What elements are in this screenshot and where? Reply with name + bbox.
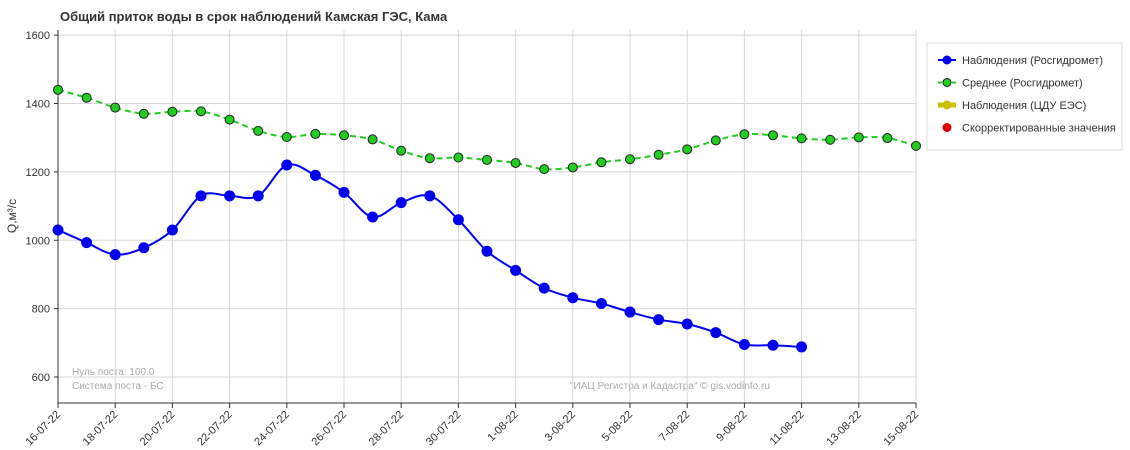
data-point <box>911 140 921 151</box>
data-point <box>195 190 207 202</box>
annotation: Система поста - БС <box>72 381 164 392</box>
data-point <box>109 249 121 261</box>
x-tick-label: 13-08-22 <box>824 409 864 449</box>
data-point <box>882 133 893 144</box>
y-tick-label: 1400 <box>26 99 50 111</box>
data-point <box>81 92 92 103</box>
y-tick-label: 1600 <box>26 30 50 42</box>
data-point <box>853 132 864 143</box>
data-point <box>253 125 264 136</box>
data-point <box>224 114 235 125</box>
data-point <box>310 128 321 139</box>
legend-label: Скорректированные значения <box>962 123 1116 135</box>
x-tick-label: 20-07-22 <box>138 409 178 449</box>
x-tick-label: 9-08-22 <box>714 409 749 444</box>
data-point <box>281 132 292 143</box>
x-tick-label: 18-07-22 <box>81 409 121 449</box>
annotation: Нуль поста: 100.0 <box>72 367 155 378</box>
data-point <box>653 149 664 160</box>
data-point <box>452 214 464 226</box>
data-point <box>367 134 378 145</box>
data-point <box>339 130 349 141</box>
data-point <box>567 292 579 304</box>
x-tick-label: 26-07-22 <box>309 409 349 449</box>
x-tick-label: 22-07-22 <box>195 409 235 449</box>
y-axis-label: Q,м³/с <box>5 199 19 233</box>
data-point <box>166 224 178 236</box>
x-tick-label: 11-08-22 <box>768 409 807 448</box>
data-point <box>52 224 64 236</box>
data-point <box>367 211 379 223</box>
data-point <box>682 144 693 155</box>
data-point <box>825 134 836 145</box>
data-point <box>395 197 407 209</box>
data-point <box>138 242 150 254</box>
data-point <box>53 84 63 95</box>
data-point <box>768 130 778 141</box>
x-tick-label: 24-07-22 <box>252 409 292 449</box>
legend-label: Среднее (Росгидромет) <box>962 78 1083 90</box>
data-point <box>309 169 321 181</box>
x-tick-label: 30-07-22 <box>424 409 464 449</box>
x-tick-label: 7-08-22 <box>657 409 692 444</box>
x-tick-label: 3-08-22 <box>543 409 578 444</box>
data-point <box>424 153 435 164</box>
data-point <box>338 186 350 198</box>
data-point <box>510 264 522 276</box>
data-point <box>796 133 807 144</box>
x-tick-label: 15-08-22 <box>881 409 921 449</box>
data-point <box>767 339 779 351</box>
data-point <box>738 339 750 351</box>
y-tick-label: 600 <box>32 372 50 384</box>
data-point <box>167 106 178 117</box>
data-point <box>396 145 407 156</box>
legend-marker <box>942 55 952 65</box>
data-point <box>625 154 635 165</box>
data-point <box>624 306 636 318</box>
data-point <box>596 157 607 168</box>
data-point <box>681 318 693 330</box>
data-point <box>196 106 206 117</box>
data-point <box>281 159 293 171</box>
data-point <box>739 129 750 140</box>
x-tick-label: 5-08-22 <box>600 409 635 444</box>
y-tick-label: 1200 <box>26 167 50 179</box>
data-point <box>453 152 464 163</box>
data-point <box>138 108 149 119</box>
data-point <box>710 135 721 146</box>
legend-marker <box>942 78 952 87</box>
data-point <box>481 245 493 257</box>
data-point <box>482 154 492 165</box>
chart-title: Общий приток воды в срок наблюдений Камс… <box>60 9 448 24</box>
legend-marker <box>942 123 952 132</box>
data-point <box>653 314 665 326</box>
data-point <box>710 327 722 339</box>
data-point <box>224 190 236 202</box>
data-point <box>538 282 550 294</box>
legend-box <box>926 42 1123 151</box>
data-point <box>110 102 121 113</box>
legend-label: Наблюдения (Росгидромет) <box>962 55 1103 67</box>
annotation: "ИАЦ Регистра и Кадастра" © gis.vodinfo.… <box>570 381 770 392</box>
data-point <box>510 157 521 168</box>
y-tick-label: 1000 <box>26 235 50 247</box>
x-tick-label: 16-07-22 <box>23 409 63 449</box>
legend-marker <box>942 100 952 110</box>
data-point <box>796 341 808 353</box>
x-tick-label: 1-08-22 <box>485 409 520 444</box>
y-tick-label: 800 <box>32 304 50 316</box>
data-point <box>539 164 550 175</box>
data-point <box>567 162 578 173</box>
data-point <box>424 190 436 202</box>
legend-label: Наблюдения (ЦДУ ЕЭС) <box>962 100 1086 112</box>
data-point <box>252 190 264 202</box>
data-point <box>81 237 93 249</box>
x-tick-label: 28-07-22 <box>367 409 407 449</box>
data-point <box>595 298 607 310</box>
